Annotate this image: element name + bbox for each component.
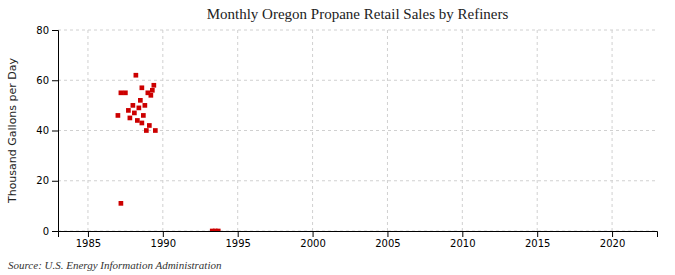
x-axis-line <box>59 232 658 238</box>
source-note: Source: U.S. Energy Information Administ… <box>8 259 222 271</box>
point <box>135 118 140 123</box>
x-tick-label: 2015 <box>525 238 550 249</box>
chart: 1985 1990 1995 2000 2005 2010 2015 2020 0 20 40 60 8… <box>0 0 675 275</box>
point <box>141 113 146 118</box>
y-tick-mark <box>52 131 58 132</box>
x-tick-mark <box>313 231 314 237</box>
grid-line-y <box>58 180 657 181</box>
grid-line-x <box>387 30 388 231</box>
x-tick-mark <box>163 231 164 237</box>
point <box>126 108 131 113</box>
y-tick: 40 <box>36 125 58 136</box>
y-tick-mark <box>52 181 58 182</box>
x-tick: 1985 <box>76 231 101 249</box>
point <box>143 103 148 108</box>
point <box>144 128 149 133</box>
title: Monthly Oregon Propane Retail Sales by R… <box>207 6 509 22</box>
point <box>140 85 145 90</box>
x-tick-mark <box>238 231 239 237</box>
y-axis: 0 20 40 60 80 <box>36 25 58 237</box>
point <box>153 128 158 133</box>
x-tick-mark <box>88 231 89 237</box>
x-tick-mark <box>537 231 538 237</box>
grid-line-y <box>58 80 657 81</box>
y-axis-title: Thousand Gallons per Day <box>6 57 19 204</box>
point <box>140 121 145 126</box>
point <box>134 73 139 78</box>
x-tick-mark <box>462 231 463 237</box>
point <box>138 98 143 103</box>
points <box>116 73 221 231</box>
x-tick: 2015 <box>525 231 550 249</box>
x-tick-label: 2010 <box>450 238 475 249</box>
x-tick-label: 2005 <box>375 238 400 249</box>
x-axis: 1985 1990 1995 2000 2005 2010 2015 2020 <box>59 231 658 249</box>
point <box>116 113 121 118</box>
y-tick-mark <box>52 30 58 31</box>
point <box>137 106 142 111</box>
y-axis-line <box>52 31 59 232</box>
y-tick: 80 <box>36 25 58 36</box>
x-tick: 2010 <box>450 231 475 249</box>
x-tick-mark <box>387 231 388 237</box>
point <box>147 123 152 128</box>
point <box>119 201 124 206</box>
y-tick-label: 40 <box>36 125 49 136</box>
grid-line-y <box>58 30 657 31</box>
x-tick: 1990 <box>151 231 176 249</box>
point <box>131 103 136 108</box>
point <box>128 116 133 121</box>
y-tick-label: 60 <box>36 75 49 86</box>
x-tick: 2000 <box>300 231 325 249</box>
point <box>149 93 154 98</box>
x-tick: 2020 <box>600 231 625 249</box>
x-tick-label: 2020 <box>600 238 625 249</box>
y-tick: 0 <box>43 226 58 237</box>
x-tick: 2005 <box>375 231 400 249</box>
point <box>216 229 221 231</box>
y-tick: 20 <box>36 175 58 186</box>
point <box>132 111 137 116</box>
x-tick-label: 1990 <box>151 238 176 249</box>
point <box>119 90 124 95</box>
x-tick-mark <box>612 231 613 237</box>
grid-line-x <box>537 30 538 231</box>
y-tick-label: 0 <box>43 226 49 237</box>
y-tick-mark <box>52 231 58 232</box>
point <box>151 83 156 88</box>
y-tick: 60 <box>36 75 58 86</box>
x-tick: 1995 <box>225 231 250 249</box>
point <box>150 88 155 93</box>
y-tick-label: 20 <box>36 175 49 186</box>
point <box>123 90 128 95</box>
x-tick-label: 1985 <box>76 238 101 249</box>
grid <box>58 30 657 231</box>
x-tick-label: 2000 <box>300 238 325 249</box>
y-tick-label: 80 <box>36 25 49 36</box>
plot: 1985 1990 1995 2000 2005 2010 2015 2020 0 20 40 60 8… <box>36 25 657 249</box>
x-tick-label: 1995 <box>225 238 250 249</box>
y-tick-mark <box>52 80 58 81</box>
